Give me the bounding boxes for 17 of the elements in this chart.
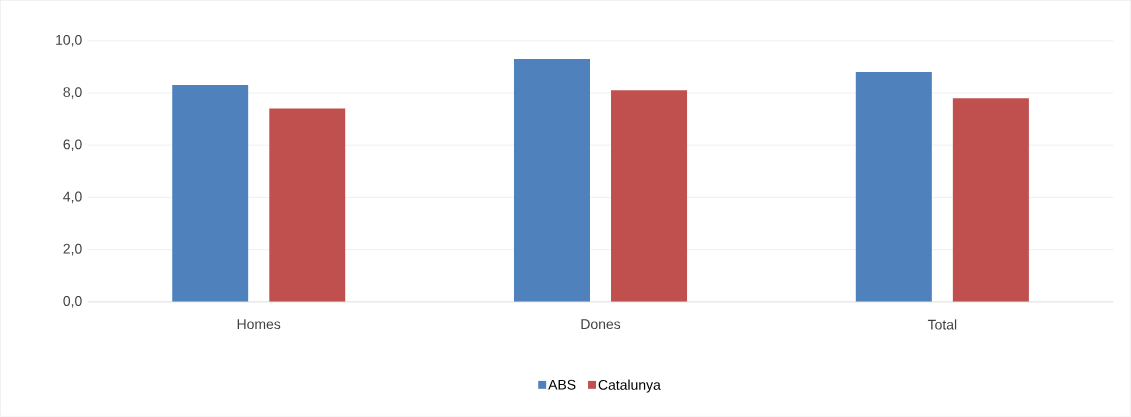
bar [269,108,346,303]
x-tick-label: Total [927,319,957,330]
y-tick-label: 10,0 [56,35,82,47]
bar [952,98,1029,303]
bar [855,72,932,303]
bar [513,59,591,303]
x-tick-label: Homes [237,319,281,330]
legend-label: Catalunya [598,379,661,393]
y-tick-label: 0,0 [63,296,82,308]
y-tick-label: 6,0 [63,139,82,152]
x-tick-label: Dones [581,319,621,330]
y-tick-label: 4,0 [63,191,82,204]
y-tick-label: 2,0 [63,244,82,256]
bar [611,90,688,303]
legend-label: ABS [548,379,576,390]
bar [172,85,249,303]
y-tick-label: 8,0 [63,87,82,99]
